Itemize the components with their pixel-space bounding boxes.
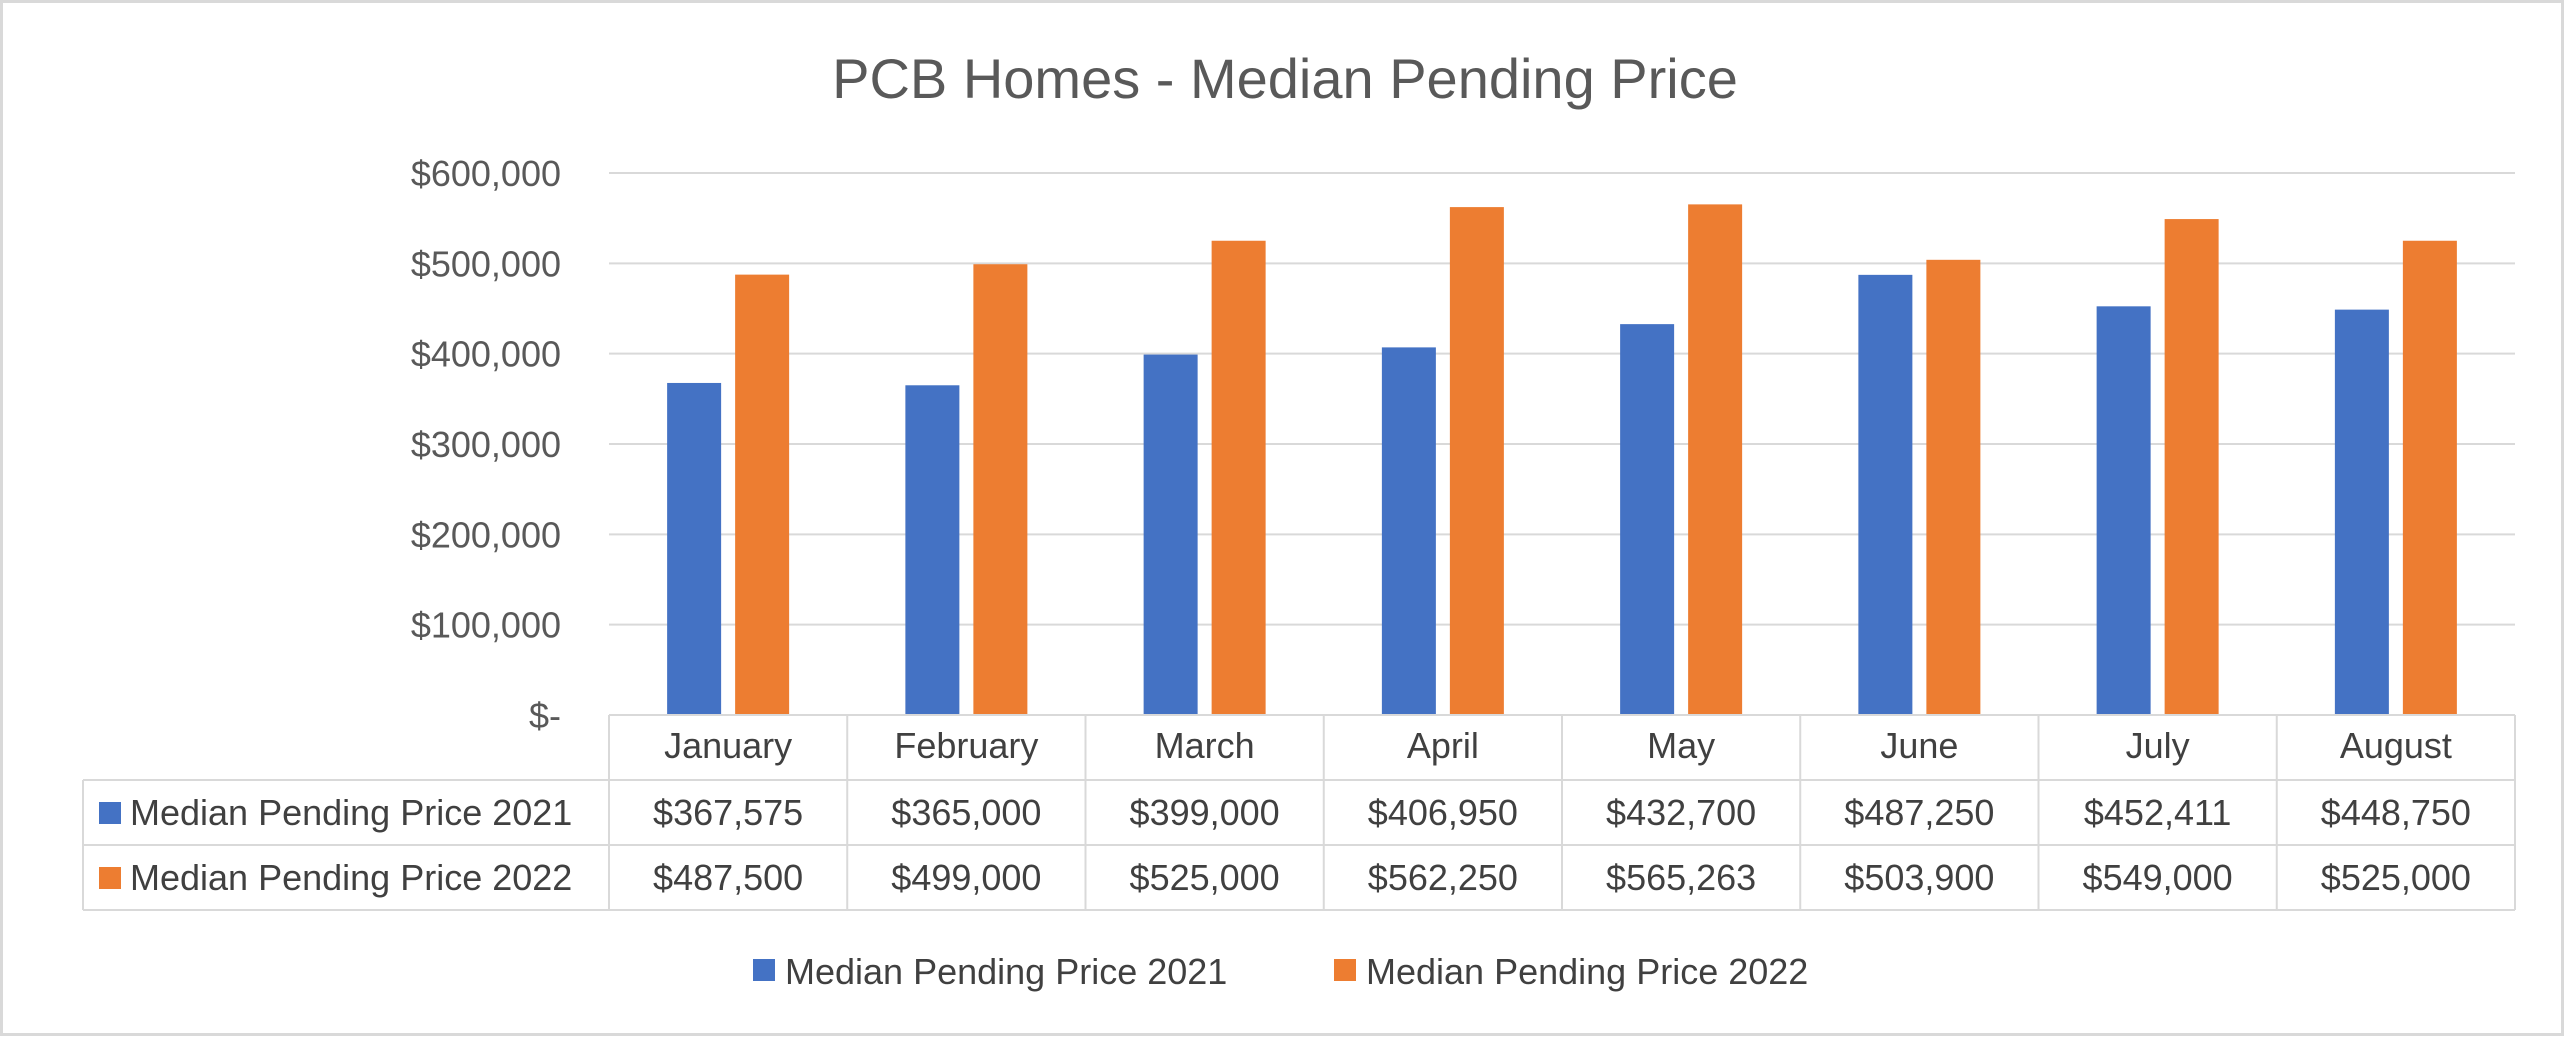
bar-2022-february xyxy=(973,264,1028,715)
table-value: $406,950 xyxy=(1368,792,1518,833)
bar-2022-august xyxy=(2402,240,2457,715)
legend: Median Pending Price 2021 Median Pending … xyxy=(753,951,1808,992)
table-value: $525,000 xyxy=(1130,857,1280,898)
bar-2021-may xyxy=(1620,324,1675,715)
table-value: $525,000 xyxy=(2321,857,2471,898)
table-value: $365,000 xyxy=(891,792,1041,833)
y-tick-label: $300,000 xyxy=(411,424,561,465)
bar-2022-june xyxy=(1926,259,1981,715)
legend-key xyxy=(1334,959,1356,981)
table-value: $448,750 xyxy=(2321,792,2471,833)
legend-key xyxy=(753,959,775,981)
category-label: February xyxy=(894,725,1038,766)
table-value: $432,700 xyxy=(1606,792,1756,833)
table-value: $562,250 xyxy=(1368,857,1518,898)
y-tick-label: $100,000 xyxy=(411,605,561,646)
table-value: $549,000 xyxy=(2083,857,2233,898)
bars xyxy=(667,204,2457,715)
category-label: July xyxy=(2126,725,2190,766)
table-value: $399,000 xyxy=(1130,792,1280,833)
chart-svg: PCB Homes - Median Pending Price $- $100,… xyxy=(82,47,2516,992)
table-value: $452,411 xyxy=(2084,792,2231,833)
legend-label: Median Pending Price 2021 xyxy=(785,951,1227,992)
bar-2021-january xyxy=(667,382,722,715)
chart-title: PCB Homes - Median Pending Price xyxy=(832,47,1738,110)
table-value: $503,900 xyxy=(1844,857,1994,898)
y-tick-label: $200,000 xyxy=(411,514,561,555)
table-value: $499,000 xyxy=(891,857,1041,898)
table-legend-key xyxy=(99,802,121,824)
bar-2021-july xyxy=(2096,306,2151,715)
category-label: March xyxy=(1155,725,1255,766)
bar-2021-february xyxy=(905,385,960,715)
table-value: $487,250 xyxy=(1844,792,1994,833)
gridlines xyxy=(609,172,2515,626)
table-series-name: Median Pending Price 2022 xyxy=(130,857,572,898)
category-label: January xyxy=(664,725,792,766)
bar-2021-march xyxy=(1143,354,1198,715)
category-label: August xyxy=(2340,725,2452,766)
bar-2022-march xyxy=(1211,240,1266,715)
y-tick-label: $600,000 xyxy=(411,153,561,194)
bar-2022-may xyxy=(1688,204,1743,715)
y-tick-label: $400,000 xyxy=(411,334,561,375)
category-label: April xyxy=(1407,725,1479,766)
bar-2021-august xyxy=(2334,309,2389,715)
category-label: June xyxy=(1880,725,1958,766)
bar-2021-june xyxy=(1858,274,1913,715)
bar-2022-april xyxy=(1449,207,1504,715)
bar-2022-january xyxy=(735,274,790,715)
y-tick-label: $- xyxy=(529,695,561,736)
bar-2022-july xyxy=(2164,219,2219,715)
bar-2021-april xyxy=(1381,347,1436,715)
table-legend-key xyxy=(99,867,121,889)
table-value: $565,263 xyxy=(1606,857,1756,898)
table-value: $487,500 xyxy=(653,857,803,898)
table-series-name: Median Pending Price 2021 xyxy=(130,792,572,833)
data-table: January February March April May June July Augu… xyxy=(82,714,2516,911)
category-label: May xyxy=(1647,725,1715,766)
legend-label: Median Pending Price 2022 xyxy=(1366,951,1808,992)
y-axis-labels: $- $100,000 $200,000 $300,000 $400,000 $500,0… xyxy=(411,153,561,736)
table-value: $367,575 xyxy=(653,792,803,833)
y-tick-label: $500,000 xyxy=(411,243,561,284)
